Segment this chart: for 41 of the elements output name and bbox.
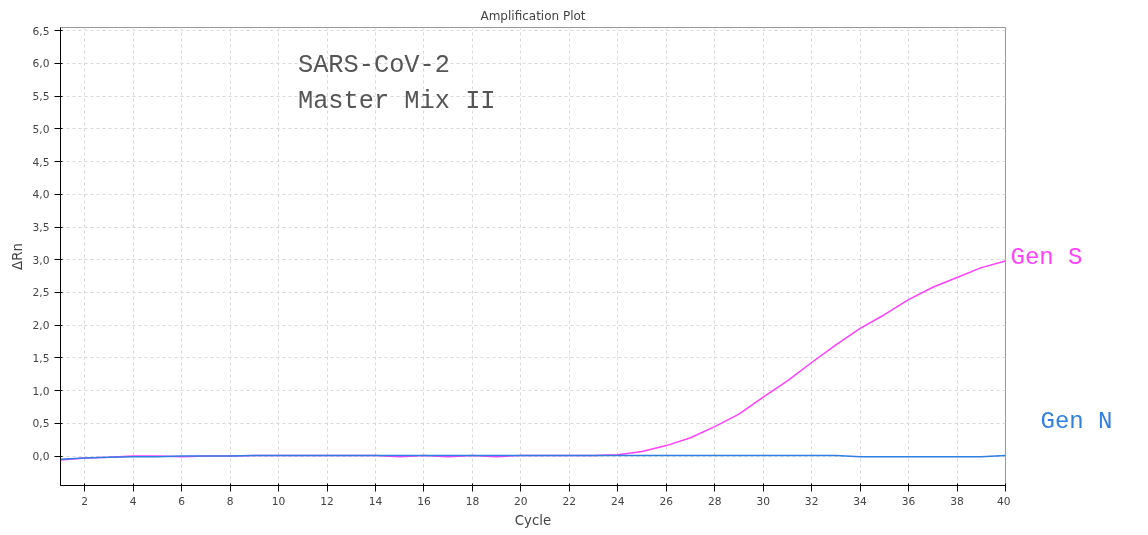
series-label: Gen N	[1040, 408, 1113, 436]
x-tick-label: 6	[178, 494, 186, 508]
y-tick-label: 3,5	[32, 221, 50, 235]
x-tick-label: 14	[368, 494, 383, 508]
y-axis-title: ΔRn	[9, 243, 25, 270]
x-tick-label: 20	[514, 494, 528, 508]
x-tick-label: 40	[996, 494, 1011, 508]
chart-title: Amplification Plot	[480, 8, 586, 23]
annotation: Master Mix II	[297, 86, 496, 116]
x-tick-label: 2	[81, 494, 89, 508]
x-tick-label: 36	[901, 494, 916, 508]
x-tick-label: 4	[129, 494, 137, 508]
y-tick-label: 4,0	[32, 188, 50, 202]
series-label: Gen S	[1010, 244, 1083, 272]
x-tick-label: 34	[853, 494, 868, 508]
x-tick-label: 38	[950, 494, 965, 508]
y-tick-label: 1,0	[32, 384, 50, 398]
y-tick-label: 2,5	[32, 286, 50, 300]
y-tick-label: 5,5	[32, 90, 50, 104]
y-tick-label: 2,0	[32, 319, 50, 333]
y-tick-label: 6,0	[32, 57, 50, 71]
y-tick-label: 4,5	[32, 155, 50, 169]
x-tick-label: 32	[804, 494, 819, 508]
x-tick-label: 16	[417, 494, 431, 508]
y-tick-label: 0,0	[32, 450, 50, 464]
y-tick-label: 6,5	[32, 24, 50, 38]
y-tick-label: 0,5	[32, 417, 50, 431]
x-tick-label: 8	[226, 494, 234, 508]
x-tick-label: 28	[707, 494, 722, 508]
y-tick-label: 1,5	[32, 351, 50, 365]
x-tick-label: 22	[562, 494, 577, 508]
x-tick-label: 24	[611, 494, 625, 508]
x-tick-label: 30	[756, 494, 771, 508]
y-tick-label: 5,0	[32, 122, 50, 136]
x-tick-label: 18	[465, 494, 480, 508]
x-tick-label: 10	[271, 494, 286, 508]
x-tick-label: 26	[659, 494, 674, 508]
annotation: SARS-CoV-2	[297, 50, 450, 80]
x-axis-title: Cycle	[514, 512, 552, 528]
x-tick-label: 12	[320, 494, 334, 508]
y-tick-label: 3,0	[32, 253, 50, 267]
